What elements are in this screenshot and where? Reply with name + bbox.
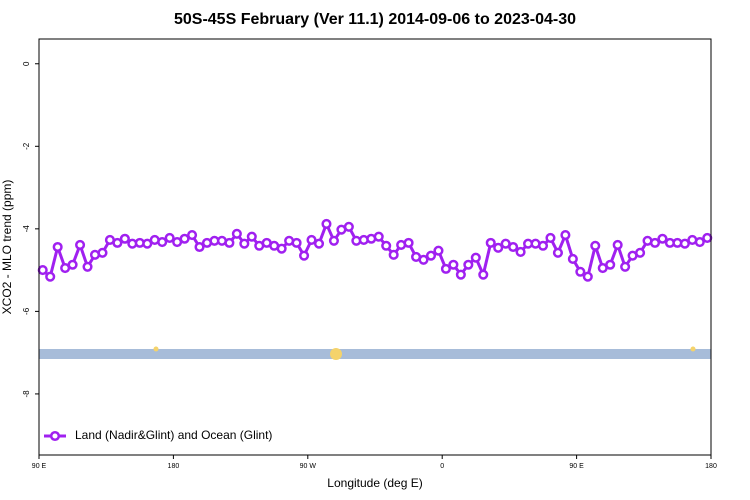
data-point [545,232,556,243]
y-tick-label: -6 [22,307,31,315]
data-point [164,232,175,243]
data-point [590,240,601,251]
data-point [537,240,549,251]
data-point [313,238,325,249]
data-point [448,259,459,270]
data-point [620,261,631,272]
chart-title: 50S-45S February (Ver 11.1) 2014-09-06 t… [174,11,576,28]
data-point [440,263,451,274]
data-point [306,234,317,246]
data-point [67,259,78,270]
data-point [478,269,489,280]
data-point [291,237,302,248]
data-point [455,269,466,280]
data-point [388,249,399,260]
data-point [52,241,63,253]
legend-label: Land (Nadir&Glint) and Ocean (Glint) [75,428,272,442]
land-dot [690,346,696,352]
y-tick-label: -2 [22,142,31,150]
data-point [97,247,108,258]
data-point [231,228,242,239]
land-dot [153,346,159,352]
data-point [463,259,474,270]
x-tick-label: 180 [168,463,180,470]
data-point [299,250,310,261]
x-tick-label: 90 W [300,463,317,470]
data-point [425,250,437,261]
data-point [75,239,86,250]
data-point [575,266,586,277]
data-point [493,242,504,253]
data-point [246,231,257,242]
data-point [142,238,153,249]
x-tick-label: 0 [440,463,444,470]
x-tick-label: 90 E [569,463,584,470]
x-axis-label: Longitude (deg E) [327,476,422,490]
surface-strip [39,349,711,359]
data-point [157,236,168,248]
data-point [328,235,339,246]
data-point [612,239,623,250]
land-dot [330,348,342,360]
data-point [694,236,705,248]
data-point [433,245,444,256]
data-point [552,247,563,258]
data-point [179,233,190,244]
data-point [321,218,332,229]
data-point [418,254,429,265]
legend-marker [49,430,61,442]
data-point [239,238,250,249]
plot-frame [38,38,712,456]
data-point [119,233,130,244]
data-point [470,252,481,263]
x-tick-label: 90 E [32,463,47,470]
data-point [702,232,713,243]
data-point [605,259,616,270]
data-point [82,261,93,272]
data-point [381,240,392,251]
data-point [276,243,287,254]
data-point [657,233,668,244]
data-point [45,271,56,282]
data-point [373,231,384,242]
data-point [649,237,661,248]
data-point [679,238,690,249]
data-point [187,229,198,241]
data-point [582,271,593,282]
y-axis-label: XCO2 - MLO trend (ppm) [0,180,14,315]
data-point [343,221,354,232]
data-point [515,246,526,258]
x-tick-label: 180 [705,463,717,470]
data-point [560,229,571,241]
data-point [567,253,578,265]
y-tick-label: -4 [22,225,31,233]
plot-area [37,218,713,282]
data-point [485,237,496,248]
data-point [112,237,123,248]
data-point [37,265,48,276]
data-point [508,241,519,253]
data-point [224,237,235,248]
y-tick-label: -8 [22,390,31,398]
data-point [194,241,205,253]
data-point [403,237,414,248]
data-point [635,247,646,258]
y-tick-label: 0 [22,61,31,66]
